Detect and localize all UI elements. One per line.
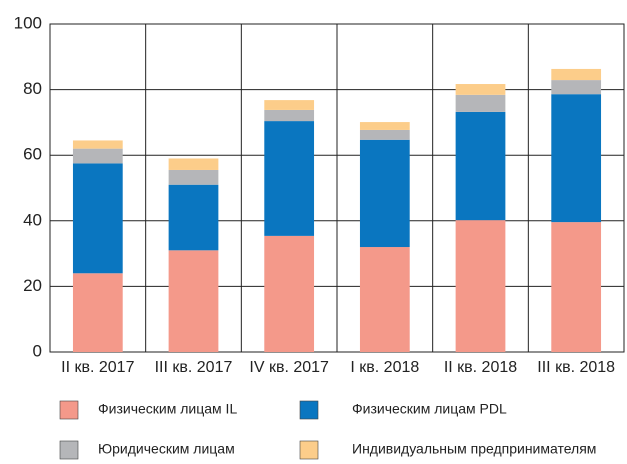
bar-segment [264,109,315,122]
legend-label: Физическим лицам IL [98,401,237,417]
bar-segment [168,169,219,185]
x-tick-label: III кв. 2018 [537,359,615,376]
bar-segment [264,235,315,352]
bar-segment [168,250,219,352]
y-tick-label: 0 [33,341,42,360]
bar-segment [359,139,410,248]
bar-segment [359,129,410,140]
bar-segment [264,121,315,236]
bar-segment [264,100,315,110]
bar-segment [72,140,123,149]
bar-segment [551,222,602,352]
bar-segment [359,122,410,130]
bar-segment [455,94,506,112]
bar-segment [455,220,506,352]
x-tick-label: II кв. 2017 [61,359,134,376]
bar-segment [168,158,219,170]
legend-swatch [59,400,79,420]
bar-segment [72,148,123,164]
bar-segment [455,84,506,95]
y-tick-label: 20 [23,276,42,295]
bar-segment [168,184,219,251]
bar-segment [551,68,602,81]
plot-border [49,23,625,353]
legend-label: Физическим лицам PDL [352,401,507,417]
x-tick-label: III кв. 2017 [155,359,233,376]
x-tick-label: IV кв. 2017 [249,359,329,376]
y-tick-label: 40 [23,210,42,229]
bar-segment [551,94,602,223]
y-tick-label: 80 [23,79,42,98]
y-tick-label: 60 [23,145,42,164]
legend-label: Юридическим лицам [98,441,235,457]
x-tick-label: II кв. 2018 [444,359,517,376]
y-tick-label: 100 [14,13,42,32]
legend-swatch [299,440,319,460]
x-tick-label: I кв. 2018 [350,359,419,376]
bar-segment [551,80,602,95]
bar-segment [72,273,123,352]
legend-swatch [299,400,319,420]
bar-segment [359,247,410,352]
bar-segment [455,111,506,221]
legend-swatch [59,440,79,460]
legend-label: Индивидуальным предпринимателям [352,441,596,457]
bar-segment [72,163,123,274]
